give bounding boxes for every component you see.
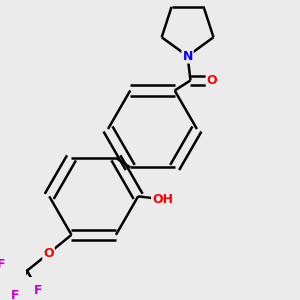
Text: N: N — [182, 50, 193, 63]
Text: OH: OH — [152, 193, 173, 206]
Text: O: O — [207, 74, 217, 87]
Text: F: F — [11, 289, 20, 300]
Text: F: F — [0, 259, 5, 272]
Text: F: F — [34, 284, 43, 297]
Text: O: O — [43, 247, 54, 260]
